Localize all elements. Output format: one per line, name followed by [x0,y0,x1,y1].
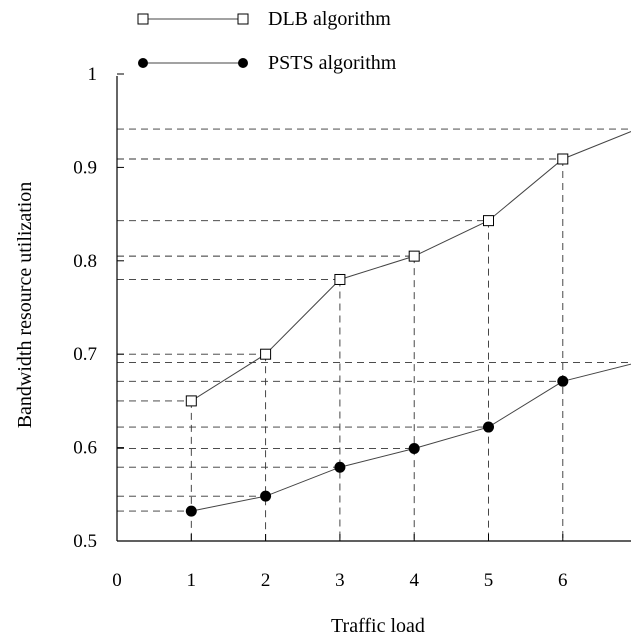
legend: DLB algorithm PSTS algorithm [137,8,397,74]
x-ticks: 01234567 [112,534,568,591]
legend-marker-square [237,13,249,25]
legend-label: PSTS algorithm [268,52,397,74]
legend-marker-circle [138,58,148,68]
data-point-circle [334,461,346,473]
data-point-circle [557,375,569,387]
y-axis-label: Bandwidth resource utilization [14,182,36,429]
legend-label: DLB algorithm [268,8,391,30]
data-point-circle [260,490,272,502]
y-tick-label: 0.5 [73,531,97,552]
y-tick-label: 0.6 [73,438,97,459]
x-tick-label: 6 [558,570,568,591]
data-point-square [408,250,420,262]
y-tick-label: 0.8 [73,251,97,272]
x-tick-label: 1 [187,570,197,591]
data-point-square [483,215,494,227]
data-point-square [260,348,272,360]
legend-marker-square [137,13,149,25]
y-tick-label: 0.9 [73,157,97,178]
guide-lines [117,128,631,541]
data-point-circle [483,421,494,433]
y-tick-label: 0.7 [73,344,97,365]
data-point-square [185,395,197,407]
y-ticks: 0.5 0.6 0.7 0.8 0.9 1 [73,64,124,552]
x-axis-label: Traffic load [331,615,425,635]
data-point-square [334,273,346,285]
x-tick-label: 5 [484,570,494,591]
axes [116,76,631,542]
data-point-circle [408,443,420,455]
series-group [185,131,631,517]
x-tick-label: 2 [261,570,271,591]
data-point-square [557,153,569,165]
x-tick-label: 4 [409,570,419,591]
data-point-circle [185,505,197,517]
x-tick-label: 3 [335,570,345,591]
y-tick-label: 1 [88,64,98,85]
legend-marker-circle [238,58,248,68]
series-line-1 [191,131,631,402]
x-tick-label: 0 [112,570,122,591]
